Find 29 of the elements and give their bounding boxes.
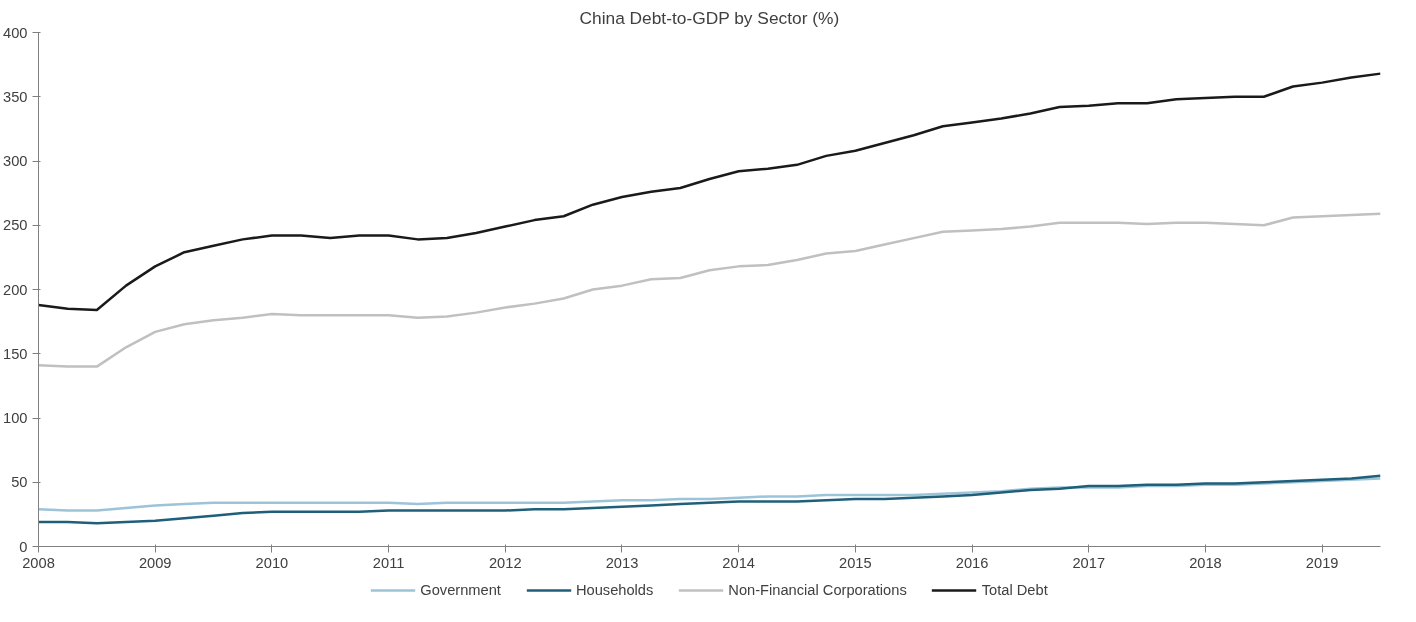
y-tick-label: 50 bbox=[11, 474, 28, 491]
x-tick-label: 2017 bbox=[1072, 554, 1106, 571]
y-tick-label: 0 bbox=[19, 538, 28, 555]
x-tick-label: 2011 bbox=[372, 554, 405, 571]
x-tick-label: 2015 bbox=[839, 554, 872, 571]
x-tick-label: 2008 bbox=[22, 554, 55, 571]
y-tick-label: 300 bbox=[3, 153, 28, 169]
line-series bbox=[38, 212, 1381, 368]
x-tick-label: 2018 bbox=[1189, 554, 1222, 571]
chart-title: China Debt-to-GDP by Sector (%) bbox=[579, 7, 840, 28]
y-tick-label: 350 bbox=[3, 88, 28, 105]
y-tick-label: 400 bbox=[3, 24, 28, 41]
legend-label: Government bbox=[420, 582, 501, 598]
x-tick-label: 2009 bbox=[138, 554, 172, 571]
x-tick-label: 2019 bbox=[1305, 554, 1339, 571]
line-series bbox=[38, 474, 1381, 525]
line-series bbox=[38, 72, 1381, 312]
x-tick-label: 2016 bbox=[955, 554, 989, 571]
y-tick-label: 150 bbox=[3, 345, 28, 362]
x-tick-label: 2010 bbox=[255, 554, 289, 571]
legend-label: Total Debt bbox=[981, 582, 1048, 598]
y-tick-label: 250 bbox=[3, 217, 28, 234]
y-tick-label: 100 bbox=[3, 410, 28, 426]
x-tick-label: 2012 bbox=[488, 554, 522, 571]
legend-label: Households bbox=[575, 582, 654, 598]
x-tick-label: 2014 bbox=[722, 554, 755, 571]
legend-label: Non-Financial Corporations bbox=[728, 582, 907, 598]
y-tick-label: 200 bbox=[3, 281, 28, 298]
x-tick-label: 2013 bbox=[605, 554, 639, 571]
